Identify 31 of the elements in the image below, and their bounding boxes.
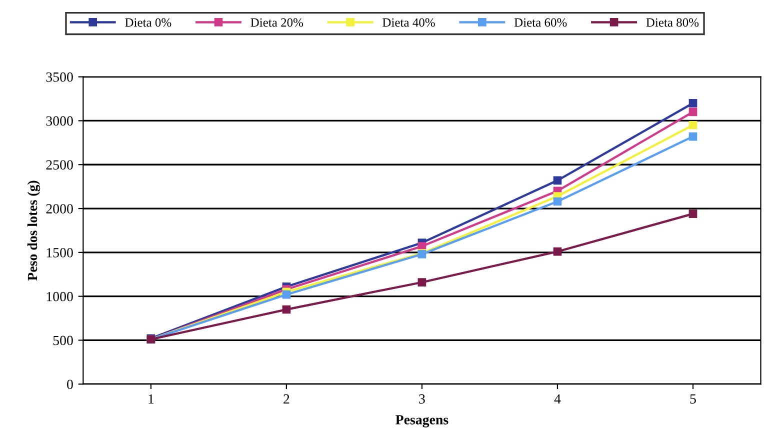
y-tick-label: 1500	[46, 248, 73, 258]
legend-label: Dieta 40%	[382, 18, 435, 27]
legend-label: Dieta 80%	[646, 18, 699, 27]
point	[688, 132, 698, 141]
point	[688, 120, 698, 130]
y-tick-label: 3500	[46, 72, 73, 82]
point	[282, 305, 291, 314]
x-tick-label: 3	[419, 394, 425, 404]
point	[553, 247, 562, 256]
x-axis-title: Pesagens	[396, 415, 448, 428]
legend-label: Dieta 60%	[514, 18, 567, 27]
y-tick-label: 2000	[46, 204, 73, 214]
y-tick-label: 0	[67, 380, 73, 390]
x-tick-label: 2	[284, 394, 290, 404]
x-tick-label: 5	[690, 394, 696, 404]
y-axis-title: Peso dos lotes (g)	[27, 180, 40, 281]
y-tick-label: 3000	[46, 116, 73, 126]
point	[688, 99, 698, 108]
point	[282, 290, 291, 299]
y-tick-label: 2500	[46, 160, 73, 170]
point	[553, 197, 562, 206]
y-tick-label: 1000	[46, 292, 73, 302]
point	[553, 176, 562, 185]
x-tick-label: 4	[554, 394, 561, 404]
legend-label: Dieta 0%	[125, 18, 172, 27]
legend-label: Dieta 20%	[250, 18, 304, 27]
point	[418, 278, 426, 286]
point	[688, 210, 698, 218]
point	[688, 108, 698, 116]
y-tick-label: 500	[53, 336, 73, 346]
x-tick-label: 1	[148, 394, 154, 404]
